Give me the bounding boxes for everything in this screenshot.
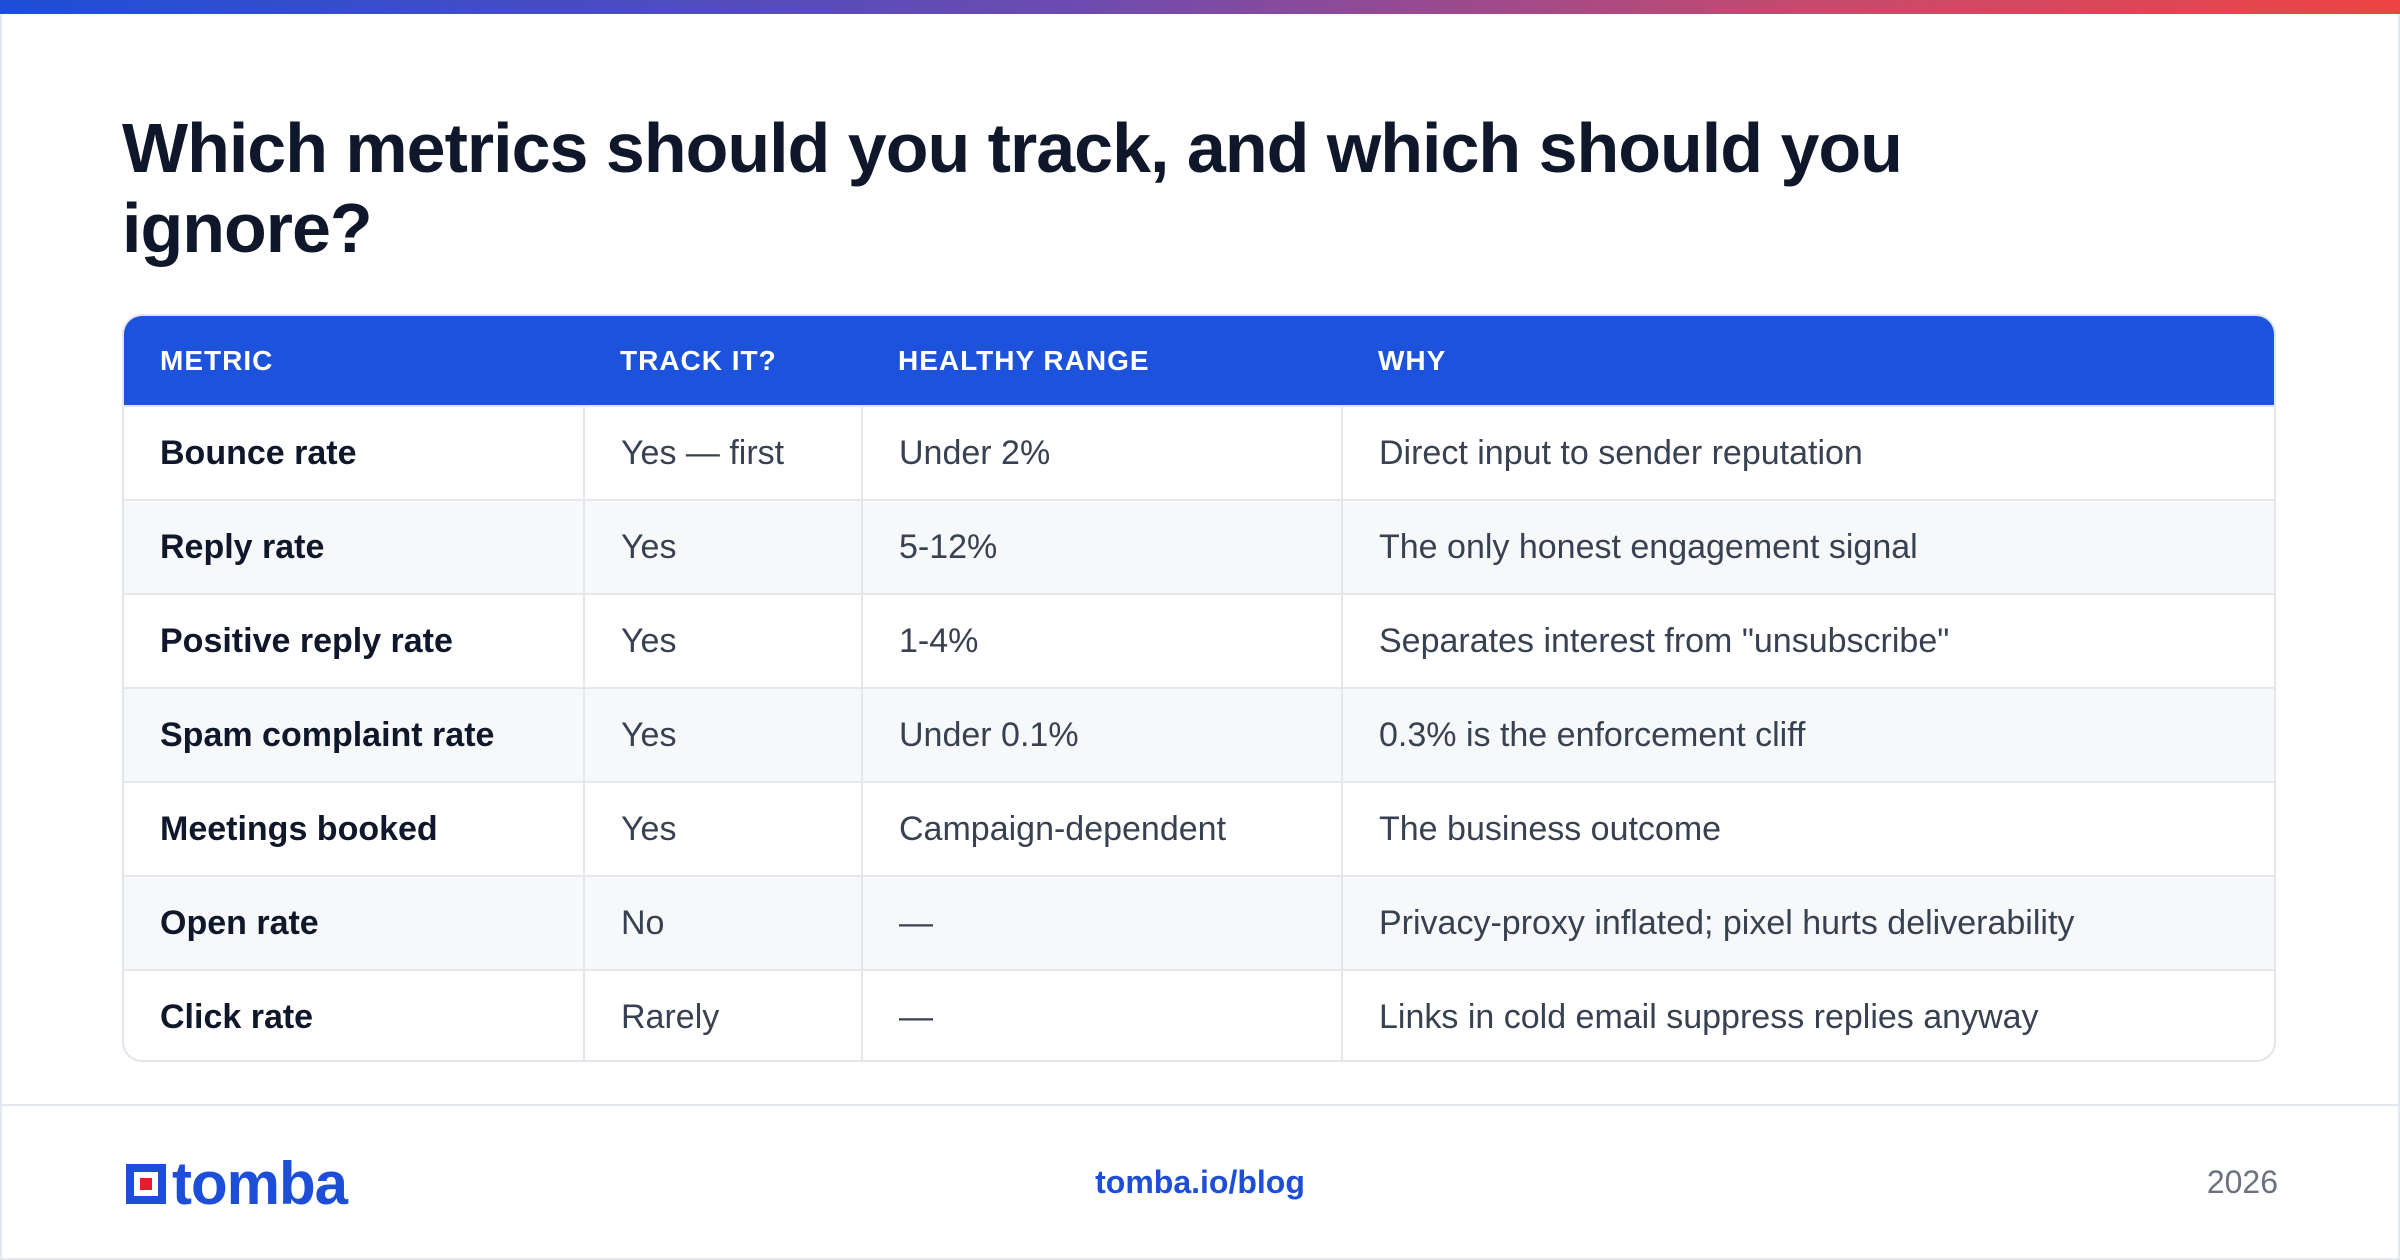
track-cell: Yes — [583, 499, 862, 594]
track-cell: Yes — first — [583, 405, 862, 500]
range-cell: — — [861, 875, 1342, 970]
range-cell: 1-4% — [861, 593, 1342, 688]
table-row: Spam complaint rate Yes Under 0.1% 0.3% … — [124, 687, 2274, 782]
track-cell: Yes — [583, 687, 862, 782]
tomba-logo-mark-icon — [126, 1164, 166, 1204]
metrics-table: METRIC TRACK IT? HEALTHY RANGE WHY Bounc… — [124, 316, 2274, 1060]
range-cell: Under 0.1% — [861, 687, 1342, 782]
why-cell: Direct input to sender reputation — [1341, 405, 2274, 500]
why-cell: The business outcome — [1341, 781, 2274, 876]
table-row: Positive reply rate Yes 1-4% Separates i… — [124, 593, 2274, 688]
why-cell: Separates interest from "unsubscribe" — [1341, 593, 2274, 688]
top-gradient-bar — [0, 0, 2400, 14]
metric-cell: Reply rate — [124, 499, 584, 594]
table-row: Click rate Rarely — Links in cold email … — [124, 969, 2274, 1060]
footer-divider — [0, 1104, 2400, 1106]
track-cell: Yes — [583, 781, 862, 876]
metric-cell: Positive reply rate — [124, 593, 584, 688]
metric-cell: Open rate — [124, 875, 584, 970]
header-why: WHY — [1378, 344, 1447, 376]
metrics-table-card: METRIC TRACK IT? HEALTHY RANGE WHY Bounc… — [122, 314, 2276, 1062]
metric-cell: Click rate — [124, 969, 584, 1060]
header-track-it: TRACK IT? — [620, 344, 777, 376]
header-healthy-range: HEALTHY RANGE — [898, 344, 1150, 376]
table-header-row: METRIC TRACK IT? HEALTHY RANGE WHY — [124, 316, 2274, 406]
range-cell: — — [861, 969, 1342, 1060]
track-cell: Rarely — [583, 969, 862, 1060]
logo-wordmark: tomba — [172, 1150, 348, 1217]
metric-cell: Meetings booked — [124, 781, 584, 876]
footer-year: 2026 — [2206, 1164, 2278, 1200]
why-cell: Privacy-proxy inflated; pixel hurts deli… — [1341, 875, 2274, 970]
table-row: Meetings booked Yes Campaign-dependent T… — [124, 781, 2274, 876]
why-cell: Links in cold email suppress replies any… — [1341, 969, 2274, 1060]
track-cell: Yes — [583, 593, 862, 688]
table-row: Reply rate Yes 5-12% The only honest eng… — [124, 499, 2274, 594]
table-row: Open rate No — Privacy-proxy inflated; p… — [124, 875, 2274, 970]
table-row: Bounce rate Yes — first Under 2% Direct … — [124, 405, 2274, 500]
why-cell: The only honest engagement signal — [1341, 499, 2274, 594]
blog-link[interactable]: tomba.io/blog — [1095, 1164, 1305, 1200]
page-title: Which metrics should you track, and whic… — [122, 109, 1903, 267]
range-cell: Campaign-dependent — [861, 781, 1342, 876]
header-metric: METRIC — [160, 344, 274, 376]
tomba-logo: tomba — [122, 1150, 348, 1217]
range-cell: Under 2% — [861, 405, 1342, 500]
why-cell: 0.3% is the enforcement cliff — [1341, 687, 2274, 782]
range-cell: 5-12% — [861, 499, 1342, 594]
track-cell: No — [583, 875, 862, 970]
metric-cell: Spam complaint rate — [124, 687, 584, 782]
metric-cell: Bounce rate — [124, 405, 584, 500]
